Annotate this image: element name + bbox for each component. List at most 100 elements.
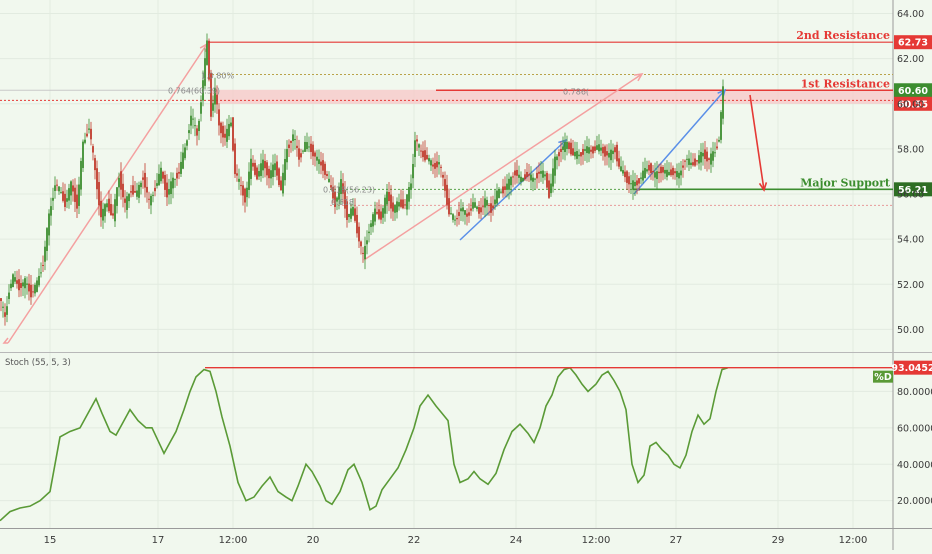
candle-body	[320, 161, 322, 166]
candle-body	[630, 183, 632, 185]
price-tick-label: 54.00	[897, 235, 924, 246]
candle-body	[558, 152, 560, 157]
candle-body	[644, 167, 646, 178]
candle-body	[566, 141, 568, 149]
blue-arrow-1	[459, 139, 567, 241]
candle-body	[54, 185, 56, 191]
candle-body	[572, 148, 574, 156]
candle-body	[574, 151, 576, 157]
candle-body	[130, 191, 132, 193]
candle-body	[710, 153, 712, 165]
candle-body	[238, 178, 240, 182]
candle-body	[60, 192, 62, 194]
candle-body	[172, 177, 174, 189]
candle-body	[646, 169, 648, 172]
candle-body	[366, 240, 368, 245]
candle-body	[218, 109, 220, 126]
candle-body	[486, 199, 488, 206]
candle-body	[96, 168, 98, 190]
candle-body	[146, 186, 148, 193]
candle-body	[426, 154, 428, 160]
candle-body	[94, 158, 96, 171]
candle-body	[140, 182, 142, 188]
candle-body	[308, 146, 310, 148]
candle-body	[722, 86, 724, 119]
candle-body	[424, 150, 426, 161]
candle-body	[114, 199, 116, 222]
candle-body	[608, 152, 610, 158]
candle-body	[386, 191, 388, 205]
candle-body	[540, 171, 542, 174]
candle-body	[34, 284, 36, 294]
candle-body	[194, 125, 196, 127]
candle-body	[184, 147, 186, 159]
candle-body	[164, 174, 166, 190]
trend-arrow-up-mid	[363, 73, 643, 261]
candle-body	[166, 182, 168, 198]
candle-body	[606, 151, 608, 156]
candle-body	[392, 202, 394, 212]
candle-body	[190, 115, 192, 126]
stoch-tick-label: 40.0000	[897, 460, 932, 471]
candle-body	[492, 205, 494, 209]
candle-body	[268, 168, 270, 179]
candle-body	[356, 214, 358, 234]
candle-body	[680, 170, 682, 176]
candle-body	[84, 139, 86, 143]
candle-body	[394, 205, 396, 213]
candle-body	[390, 194, 392, 209]
candle-body	[672, 167, 674, 176]
candle-body	[160, 167, 162, 182]
candle-body	[302, 150, 304, 152]
candle-body	[200, 102, 202, 114]
candle-body	[292, 134, 294, 142]
candle-body	[138, 184, 140, 198]
candle-body	[46, 228, 48, 251]
candle-body	[650, 163, 652, 174]
candle-body	[600, 147, 602, 151]
candle-body	[560, 148, 562, 152]
candle-body	[348, 213, 350, 218]
time-tick-label: 22	[408, 535, 421, 546]
candle-body	[678, 172, 680, 179]
candle-body	[314, 152, 316, 157]
candle-body	[666, 169, 668, 177]
candle-body	[226, 128, 228, 142]
candle-body	[380, 211, 382, 220]
candle-body	[550, 183, 552, 194]
candle-body	[222, 125, 224, 138]
candle-body	[616, 144, 618, 162]
candle-body	[462, 207, 464, 212]
candle-body	[472, 202, 474, 209]
candle-body	[638, 178, 640, 184]
candle-body	[464, 210, 466, 215]
candle-body	[614, 147, 616, 153]
stoch-tick-label: 80.0000	[897, 387, 932, 398]
candle-body	[412, 163, 414, 179]
candle-body	[676, 171, 678, 178]
candle-body	[342, 183, 344, 194]
price-tag-first-resistance-bg	[894, 83, 932, 98]
candle-body	[144, 172, 146, 188]
time-tick-label: 27	[670, 535, 683, 546]
candle-body	[396, 201, 398, 213]
candle-body	[262, 159, 264, 171]
candle-body	[334, 191, 336, 207]
major-support-label: Major Support	[800, 176, 891, 189]
candle-body	[674, 171, 676, 174]
candle-body	[512, 176, 514, 178]
candle-body	[446, 184, 448, 205]
candle-body	[604, 146, 606, 157]
candle-body	[520, 176, 522, 182]
candle-body	[364, 245, 366, 260]
candle-body	[376, 211, 378, 214]
time-tick-label: 24	[510, 535, 523, 546]
candle-body	[568, 142, 570, 150]
candle-body	[76, 194, 78, 209]
candle-body	[612, 150, 614, 155]
candle-body	[652, 170, 654, 173]
price-tag-major-support-bg	[894, 182, 932, 197]
candle-body	[112, 213, 114, 216]
candle-body	[596, 145, 598, 150]
